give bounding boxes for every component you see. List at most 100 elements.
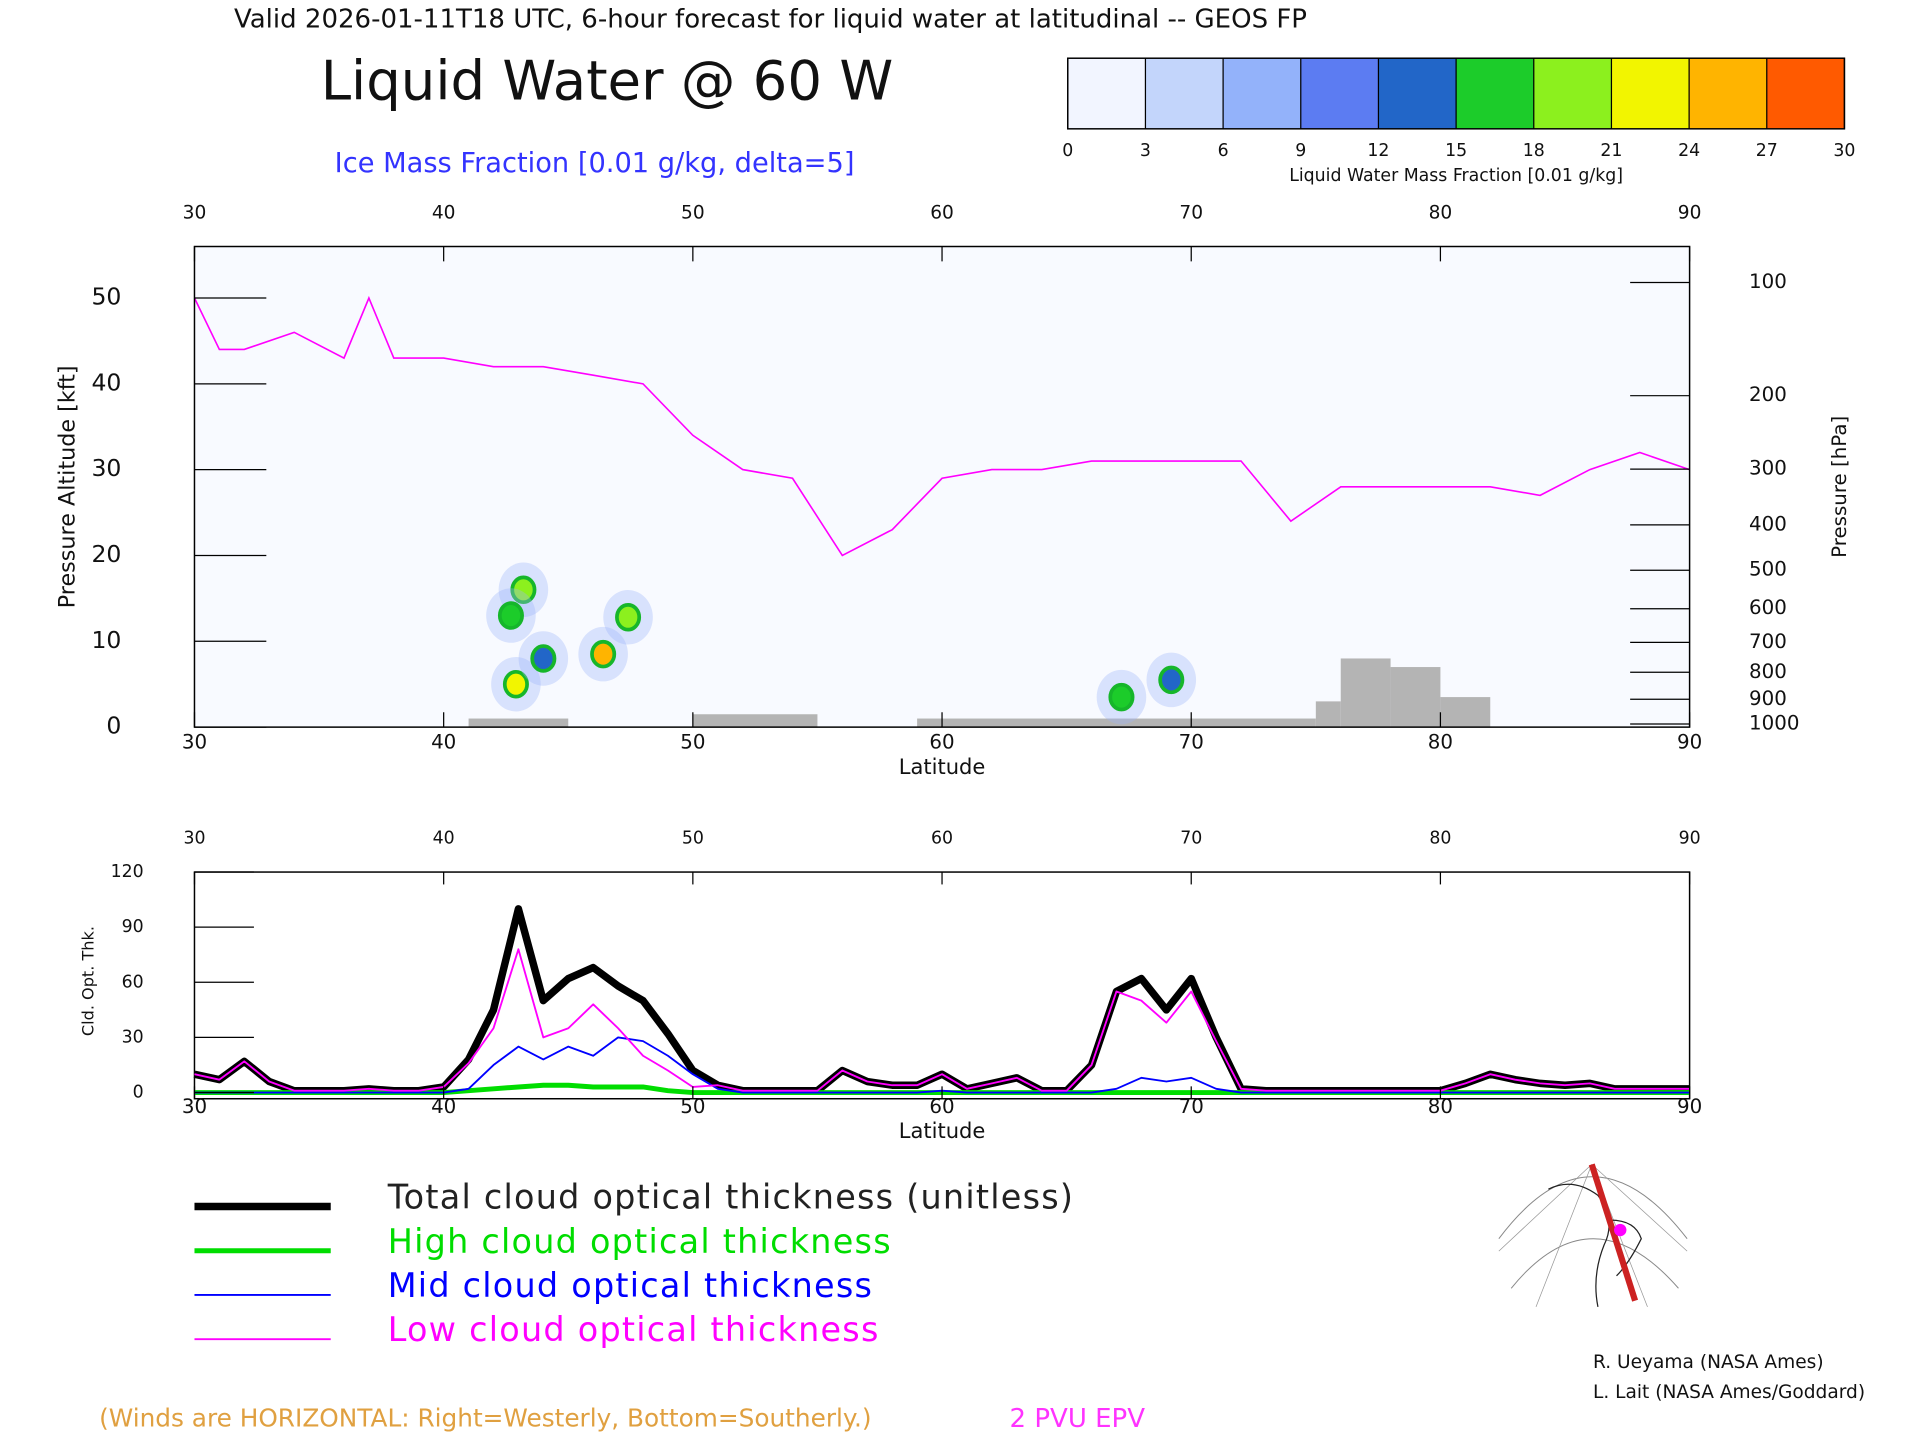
header: Valid 2026-01-11T18 UTC, 6-hour forecast… — [234, 4, 1307, 34]
color-segment — [1766, 58, 1845, 129]
color-segment — [1300, 58, 1379, 129]
x-tick-label: 70 — [1179, 1095, 1204, 1118]
colorbar-tick-label: 6 — [1218, 141, 1229, 161]
x-tick-label: 80 — [1428, 1095, 1453, 1118]
y-tick-label: 0 — [133, 1083, 144, 1103]
x-top-tick-label: 80 — [1429, 203, 1453, 224]
color-segment — [1223, 58, 1301, 129]
color-segment — [1611, 58, 1690, 129]
colorbar-tick-label: 27 — [1756, 141, 1778, 161]
y2-tick-label: 700 — [1749, 630, 1787, 653]
y2-tick-label: 800 — [1749, 660, 1787, 683]
y-tick-label: 40 — [91, 368, 121, 396]
y-tick-label: 30 — [91, 454, 121, 482]
terrain — [1440, 697, 1491, 728]
colorbar-tick-label: 15 — [1445, 141, 1467, 161]
y-tick-label: 60 — [122, 972, 144, 992]
colorbar-tick-label: 0 — [1062, 141, 1073, 161]
y2-tick-label: 500 — [1749, 558, 1787, 581]
terrain — [1315, 701, 1341, 728]
series-line — [194, 948, 1690, 1092]
colorbar-tick-label: 9 — [1295, 141, 1306, 161]
x-top-tick-label: 30 — [183, 829, 205, 849]
epv-legend: 2 PVU EPV — [1010, 1404, 1146, 1434]
color-segment — [1456, 58, 1534, 129]
x-top-tick-label: 70 — [1179, 203, 1203, 224]
liquid-water — [502, 669, 529, 699]
x-tick-label: 90 — [1677, 731, 1702, 754]
epv-line — [193, 295, 1690, 557]
x-tick-label: 70 — [1179, 731, 1204, 754]
x-tick-label: 60 — [929, 1095, 954, 1118]
x-tick-label: 30 — [182, 1095, 207, 1118]
liquid-water — [497, 601, 524, 630]
x-top-tick-label: 40 — [432, 203, 456, 224]
y-axis-label: Pressure Altitude [kft] — [55, 365, 81, 608]
winds-note: (Winds are HORIZONTAL: Right=Westerly, B… — [99, 1404, 871, 1433]
y2-tick-label: 400 — [1749, 512, 1787, 535]
legend-label: Low cloud optical thickness — [388, 1310, 880, 1349]
color-segment — [1378, 58, 1457, 129]
legend-label: Mid cloud optical thickness — [388, 1266, 873, 1305]
color-segment — [1145, 58, 1224, 129]
y2-tick-label: 600 — [1749, 596, 1787, 619]
x-axis-label: Latitude — [899, 754, 986, 779]
credit: L. Lait (NASA Ames/Goddard) — [1593, 1382, 1865, 1403]
x-top-tick-label: 70 — [1180, 829, 1202, 849]
x-top-tick-label: 80 — [1429, 829, 1451, 849]
color-segment — [1533, 58, 1612, 129]
colorbar-tick-label: 21 — [1600, 141, 1622, 161]
x-tick-label: 40 — [431, 1095, 456, 1118]
y2-tick-label: 900 — [1749, 687, 1787, 710]
terrain — [917, 718, 1316, 728]
x-top-tick-label: 30 — [183, 203, 207, 224]
y-tick-label: 120 — [111, 862, 144, 882]
y-tick-label: 0 — [106, 712, 121, 740]
x-tick-label: 50 — [680, 1095, 705, 1118]
y2-axis-label: Pressure [hPa] — [1828, 416, 1851, 558]
legend-label: Total cloud optical thickness (unitless) — [387, 1178, 1074, 1217]
color-segment — [1689, 58, 1767, 129]
terrain — [468, 718, 569, 728]
y2-tick-label: 100 — [1749, 270, 1787, 293]
y-tick-label: 30 — [122, 1027, 144, 1047]
liquid-water — [530, 644, 557, 673]
x-axis-label: Latitude — [899, 1118, 986, 1143]
liquid-water — [590, 639, 617, 669]
liquid-water — [1108, 682, 1135, 712]
y2-tick-label: 1000 — [1749, 712, 1799, 735]
subtitle: Ice Mass Fraction [0.01 g/kg, delta=5] — [335, 148, 855, 179]
colorbar-frame — [1067, 57, 1846, 130]
plot-frame — [193, 871, 1691, 1100]
title: Liquid Water @ 60 W — [321, 48, 894, 112]
terrain — [1340, 658, 1391, 728]
colorbar-tick-label: 12 — [1367, 141, 1389, 161]
liquid-water — [510, 575, 537, 605]
x-top-tick-label: 50 — [682, 829, 704, 849]
x-tick-label: 40 — [431, 731, 456, 754]
y-tick-label: 50 — [91, 282, 121, 310]
colorbar-label: Liquid Water Mass Fraction [0.01 g/kg] — [1289, 166, 1623, 186]
x-top-tick-label: 60 — [931, 829, 953, 849]
liquid-water — [615, 603, 642, 632]
colorbar-tick-label: 30 — [1833, 141, 1855, 161]
x-tick-label: 90 — [1677, 1095, 1702, 1118]
x-tick-label: 30 — [182, 731, 207, 754]
terrain — [692, 714, 818, 728]
series-line — [193, 905, 1690, 1095]
y-tick-label: 10 — [91, 626, 121, 654]
y2-tick-label: 300 — [1749, 457, 1787, 480]
x-top-tick-label: 50 — [681, 203, 705, 224]
inset-map — [1492, 1160, 1691, 1311]
x-top-tick-label: 90 — [1679, 829, 1701, 849]
liquid-water — [1158, 665, 1185, 695]
x-top-tick-label: 90 — [1678, 203, 1702, 224]
colorbar-tick-label: 18 — [1523, 141, 1545, 161]
colorbar-tick-label: 3 — [1140, 141, 1151, 161]
y2-tick-label: 200 — [1749, 383, 1787, 406]
terrain — [1390, 667, 1441, 728]
y-tick-label: 90 — [122, 917, 144, 937]
